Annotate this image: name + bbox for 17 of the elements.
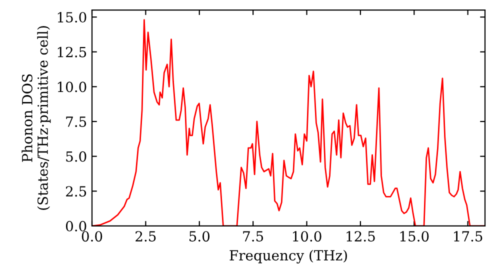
y-tick-label: 7.5 (66, 116, 86, 127)
x-tick-label: 7.5 (243, 231, 264, 242)
x-tick-label: 10.0 (292, 231, 322, 242)
x-tick-label: 0.0 (82, 231, 102, 242)
x-tick-label: 2.5 (136, 231, 156, 242)
y-axis-title: Phonon DOS (States/THz·primitive cell) (22, 26, 51, 210)
y-tick-label: 15.0 (58, 12, 86, 23)
x-axis-title: Frequency (THz) (230, 250, 347, 264)
y-tick-label: 12.5 (58, 46, 86, 58)
y-tick-label: 0.0 (66, 220, 86, 232)
x-tick-label: 15.0 (400, 231, 429, 242)
x-tick-label: 12.5 (346, 231, 375, 242)
y-tick-label: 2.5 (66, 186, 86, 197)
x-tick-label: 17.5 (454, 231, 482, 242)
y-tick-label: 5.0 (66, 151, 86, 162)
x-tick-label: 5.0 (190, 231, 210, 242)
y-tick-label: 10.0 (58, 82, 86, 92)
